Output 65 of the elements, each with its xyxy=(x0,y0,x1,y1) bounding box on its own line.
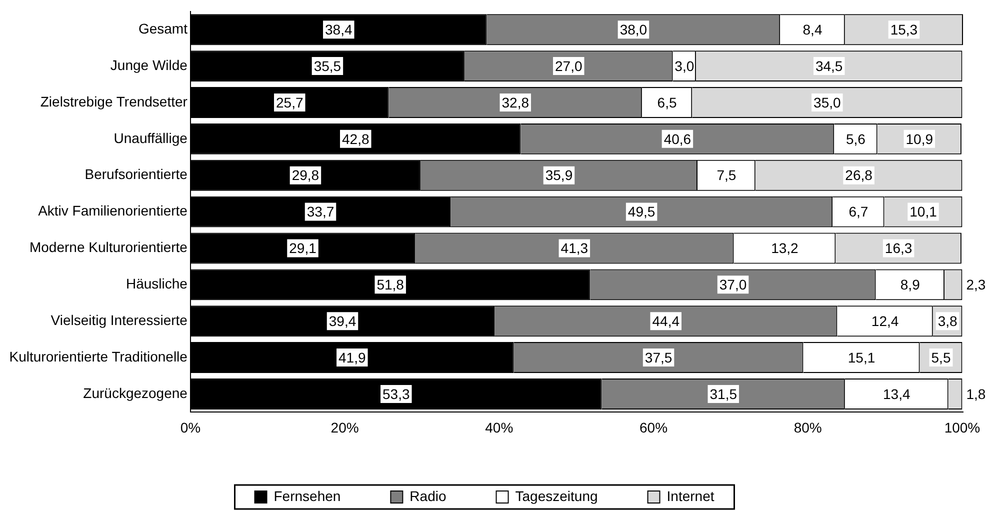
y-tick-label: Vielseitig Interessierte xyxy=(50,312,188,328)
data-label: 40,6 xyxy=(664,130,692,147)
data-label: 37,0 xyxy=(719,276,747,293)
data-label: 35,0 xyxy=(814,94,842,110)
data-label: 38,4 xyxy=(325,21,352,38)
data-label: 6,5 xyxy=(657,94,677,110)
data-label: 38,0 xyxy=(620,21,648,38)
data-label: 15,3 xyxy=(890,21,918,38)
data-label: 34,5 xyxy=(815,58,843,74)
data-label: 41,3 xyxy=(560,240,588,256)
data-label: 31,5 xyxy=(710,386,738,402)
y-tick-label: Kulturorientierte Traditionelle xyxy=(9,348,188,364)
data-label: 10,1 xyxy=(910,204,938,220)
data-label: 13,4 xyxy=(883,386,910,402)
data-label: 1,8 xyxy=(966,386,986,402)
data-label: 29,1 xyxy=(289,240,317,256)
data-label: 44,4 xyxy=(652,312,680,329)
y-tick-label: Zurückgezogene xyxy=(83,384,188,401)
data-label: 3,8 xyxy=(938,312,958,329)
data-label: 39,4 xyxy=(328,312,356,329)
data-label: 33,7 xyxy=(306,204,334,220)
x-tick-label: 20% xyxy=(330,419,359,436)
data-label: 26,8 xyxy=(845,167,873,184)
data-label: 5,5 xyxy=(931,349,951,366)
y-tick-label: Junge Wilde xyxy=(110,56,188,73)
x-tick-label: 100% xyxy=(944,419,980,436)
x-tick-label: 0% xyxy=(180,419,201,436)
data-label: 7,5 xyxy=(716,167,736,184)
x-tick-label: 60% xyxy=(640,419,668,436)
data-label: 35,5 xyxy=(314,58,342,74)
data-label: 32,8 xyxy=(502,94,530,110)
data-label: 49,5 xyxy=(628,204,656,220)
x-tick-label: 80% xyxy=(794,419,822,436)
y-tick-label: Häusliche xyxy=(126,276,188,292)
y-tick-label: Aktiv Familienorientierte xyxy=(38,202,188,219)
data-label: 25,7 xyxy=(276,94,304,110)
data-label: 13,2 xyxy=(771,240,799,256)
data-label: 35,9 xyxy=(545,167,573,184)
data-label: 8,9 xyxy=(900,276,920,293)
legend-label: Tageszeitung xyxy=(515,488,598,504)
data-label: 51,8 xyxy=(376,276,404,293)
y-tick-label: Gesamt xyxy=(138,20,188,36)
x-tick-label: 40% xyxy=(485,419,514,436)
data-label: 10,9 xyxy=(906,130,934,147)
y-tick-label: Moderne Kulturorientierte xyxy=(29,239,188,256)
data-label: 3,0 xyxy=(674,58,694,74)
y-tick-label: Berufsorientierte xyxy=(84,166,188,182)
data-label: 12,4 xyxy=(871,312,899,329)
data-label: 2,3 xyxy=(966,276,986,293)
data-label: 6,7 xyxy=(848,204,868,220)
data-label: 16,3 xyxy=(884,240,912,256)
legend-label: Radio xyxy=(410,488,446,504)
data-label: 37,5 xyxy=(644,349,672,366)
data-label: 29,8 xyxy=(292,167,320,184)
legend-label: Internet xyxy=(666,488,714,504)
legend-label: Fernsehen xyxy=(274,488,341,504)
y-tick-label: Zielstrebige Trendsetter xyxy=(40,93,188,110)
data-label: 5,6 xyxy=(846,130,866,147)
data-label: 41,9 xyxy=(338,349,366,366)
data-label: 27,0 xyxy=(555,58,582,74)
data-label: 8,4 xyxy=(802,21,822,38)
data-label: 42,8 xyxy=(342,130,370,147)
y-tick-label: Unauffällige xyxy=(114,130,188,146)
data-label: 15,1 xyxy=(848,349,876,366)
data-label: 53,3 xyxy=(382,386,410,402)
